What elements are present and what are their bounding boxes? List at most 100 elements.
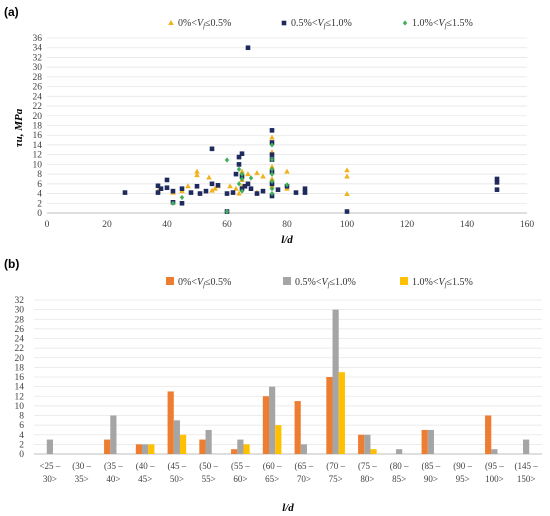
category-label-line2: 70> [297,474,311,484]
legend-swatch [283,277,291,285]
legend-label-part: f [324,22,327,30]
bar [110,415,117,454]
y-tick-label: 36 [33,34,43,44]
y-tick-label: 10 [15,402,25,412]
data-point [269,186,275,192]
legend-label-part: 0.5%< [291,18,318,29]
data-point [179,194,185,201]
data-point [260,188,266,194]
y-tick-label: 8 [19,412,24,422]
x-tick-label: 140 [460,220,475,230]
data-point [164,185,170,191]
chart-b-gridlines [34,299,542,445]
y-tick-label: 32 [33,53,43,63]
data-point [209,146,215,152]
legend-label-part: ≤1.5% [447,18,473,29]
legend-label-part: f [445,22,448,30]
category-label-line2: 60> [233,474,247,484]
data-point [236,154,242,160]
y-tick-label: 12 [15,392,25,402]
data-point [185,183,191,189]
category-label-line1: (50 – [199,461,218,471]
category-label-line2: 100> [485,474,504,484]
category-label-line2: 50> [170,474,184,484]
legend-label-part: 0.5%< [295,277,322,288]
bar [523,439,530,454]
y-tick-label: 20 [15,354,25,364]
data-point [344,173,350,179]
data-point [248,186,254,191]
data-point [197,191,203,196]
x-tick-label: 80 [282,220,292,230]
y-tick-label: 2 [37,199,42,209]
y-tick-label: 24 [15,335,25,345]
category-label-line1: (80 – [390,461,409,471]
data-point [239,171,245,177]
legend-label-part: f [328,281,331,289]
bar [427,429,434,454]
bar [338,372,345,454]
data-point [236,181,242,187]
bar [199,439,206,454]
legend-label-part: f [445,281,448,289]
data-point [260,173,266,179]
data-point [269,163,275,169]
y-tick-label: 6 [37,180,42,190]
bar [237,439,244,454]
data-point [494,187,500,192]
category-label-line1: (75 – [358,461,377,471]
data-point [164,177,170,183]
legend-label-part: f [203,281,206,289]
data-point [302,186,308,191]
legend-label-part: f [203,22,206,30]
category-label-line2: 150> [517,474,536,484]
y-tick-label: 10 [33,160,43,170]
data-point [284,168,290,174]
data-point [245,171,251,177]
x-tick-label: 160 [520,220,535,230]
x-tick-label: 120 [400,220,415,230]
category-label-line2: 80> [360,474,374,484]
category-label-line1: (90 – [453,461,472,471]
bar [205,429,212,454]
legend-marker-diamond [402,20,408,26]
data-point [245,45,251,51]
data-point [494,180,500,185]
category-label-line2: 65> [265,474,279,484]
data-point [224,191,230,196]
y-tick-label: 14 [15,383,25,393]
y-tick-label: 14 [33,141,43,151]
data-point [212,185,218,191]
x-tick-label: 40 [162,220,172,230]
bar [167,391,174,454]
data-point [239,188,245,194]
x-tick-label: 0 [45,220,50,230]
x-tick-label: 60 [222,220,232,230]
category-label-line2: 30> [43,474,57,484]
data-point [269,152,275,157]
category-label-line2: 40> [106,474,120,484]
category-label-line2: 35> [75,474,89,484]
category-label-line1: (65 – [295,461,314,471]
y-tick-label: 2 [19,440,24,450]
category-label-line1: (60 – [263,461,282,471]
data-point [170,200,176,206]
data-point [242,183,248,189]
y-tick-label: 0 [19,450,24,460]
chart-a-ylabel: τu, MPa [13,108,25,147]
y-tick-label: 30 [15,306,25,316]
y-tick-label: 18 [33,122,43,132]
chart-a-gridlines [47,37,527,204]
category-label-line2: 90> [424,474,438,484]
data-point [269,190,275,197]
category-label-line1: (55 – [231,461,250,471]
bar [485,415,492,454]
data-point [188,190,194,195]
legend-label-part: V [321,277,329,288]
data-point [209,181,215,187]
bar [104,439,111,454]
y-tick-label: 34 [33,44,43,54]
